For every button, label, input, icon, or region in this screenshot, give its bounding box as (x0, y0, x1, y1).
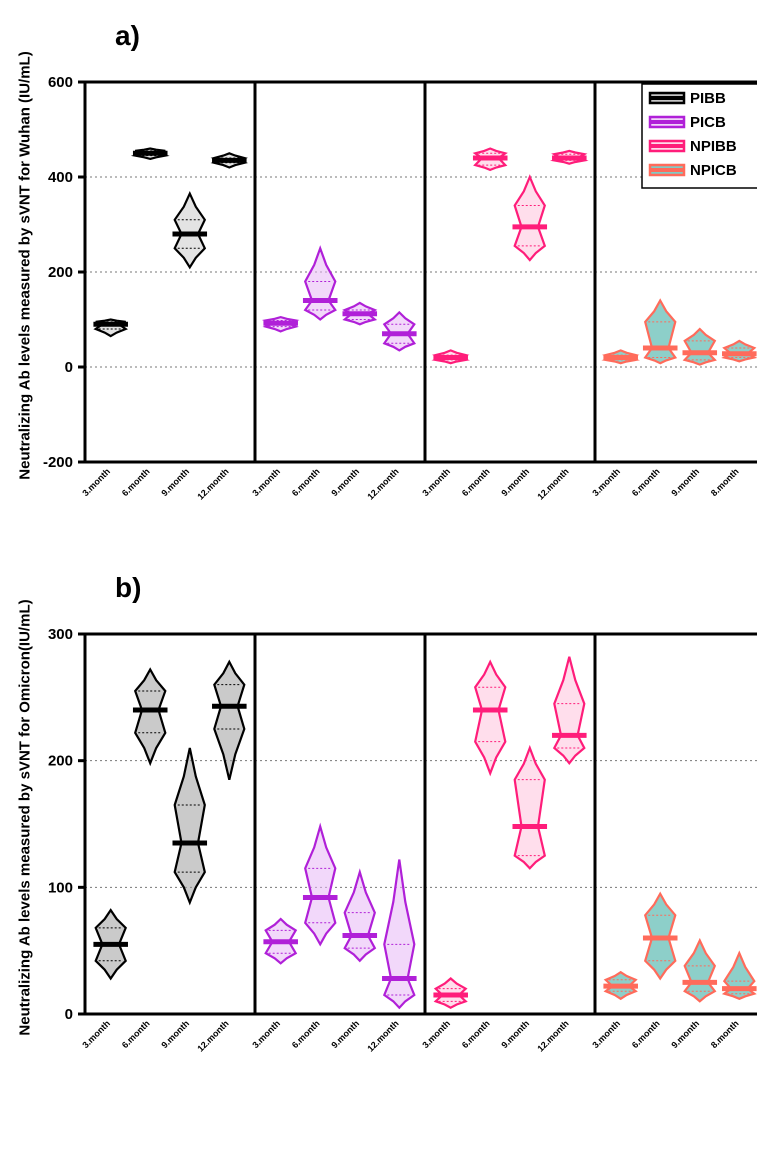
panel-b-label: b) (115, 572, 767, 604)
svg-text:12.month: 12.month (195, 1018, 230, 1053)
svg-text:NPIBB: NPIBB (690, 138, 737, 155)
svg-text:100: 100 (48, 879, 73, 896)
svg-text:9.month: 9.month (669, 1018, 701, 1050)
svg-text:3.month: 3.month (250, 466, 282, 498)
svg-text:3.month: 3.month (590, 1018, 622, 1050)
svg-text:6.month: 6.month (460, 1018, 492, 1050)
svg-text:8.month: 8.month (709, 466, 741, 498)
svg-text:12.month: 12.month (535, 466, 570, 501)
svg-text:3.month: 3.month (80, 1018, 112, 1050)
svg-text:3.month: 3.month (420, 466, 452, 498)
svg-text:9.month: 9.month (159, 1018, 191, 1050)
panel-a-y-axis-label: Neutralizing Ab levels measured by sVNT … (17, 51, 34, 479)
panel-a-wrap: Neutralizing Ab levels measured by sVNT … (15, 57, 767, 562)
svg-text:12.month: 12.month (535, 1018, 570, 1053)
svg-text:600: 600 (48, 74, 73, 91)
svg-text:9.month: 9.month (669, 466, 701, 498)
panel-a-label: a) (115, 20, 767, 52)
svg-text:0: 0 (65, 1006, 73, 1023)
svg-text:12.month: 12.month (365, 1018, 400, 1053)
svg-text:PIBB: PIBB (690, 90, 726, 107)
svg-text:9.month: 9.month (329, 466, 361, 498)
svg-text:9.month: 9.month (329, 1018, 361, 1050)
svg-text:12.month: 12.month (365, 466, 400, 501)
svg-text:-200: -200 (43, 454, 73, 471)
figure: a) Neutralizing Ab levels measured by sV… (15, 20, 767, 1114)
svg-text:3.month: 3.month (590, 466, 622, 498)
svg-text:NPICB: NPICB (690, 162, 737, 179)
panel-a-chart: 3.month6.month9.month12.month3.month6.mo… (15, 57, 757, 557)
svg-text:400: 400 (48, 169, 73, 186)
svg-text:3.month: 3.month (420, 1018, 452, 1050)
svg-text:8.month: 8.month (709, 1018, 741, 1050)
svg-text:6.month: 6.month (290, 1018, 322, 1050)
svg-text:PICB: PICB (690, 114, 726, 131)
svg-text:6.month: 6.month (630, 1018, 662, 1050)
svg-text:0: 0 (65, 359, 73, 376)
svg-text:9.month: 9.month (159, 466, 191, 498)
svg-text:12.month: 12.month (195, 466, 230, 501)
svg-text:300: 300 (48, 626, 73, 643)
svg-text:6.month: 6.month (630, 466, 662, 498)
panel-b-chart: 3.month6.month9.month12.month3.month6.mo… (15, 609, 757, 1109)
svg-text:200: 200 (48, 264, 73, 281)
svg-text:6.month: 6.month (120, 1018, 152, 1050)
svg-text:9.month: 9.month (499, 1018, 531, 1050)
svg-text:6.month: 6.month (290, 466, 322, 498)
svg-text:6.month: 6.month (120, 466, 152, 498)
svg-text:6.month: 6.month (460, 466, 492, 498)
panel-b-y-axis-label: Neutralizing Ab levels measured by sVNT … (17, 599, 34, 1035)
svg-text:3.month: 3.month (80, 466, 112, 498)
svg-text:9.month: 9.month (499, 466, 531, 498)
svg-text:3.month: 3.month (250, 1018, 282, 1050)
svg-text:200: 200 (48, 753, 73, 770)
panel-b-wrap: Neutralizing Ab levels measured by sVNT … (15, 609, 767, 1114)
